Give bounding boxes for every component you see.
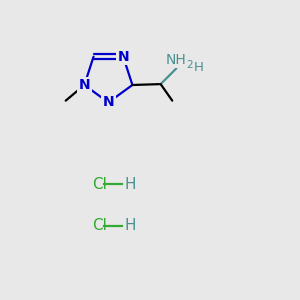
Text: N: N [117, 50, 129, 64]
Text: 2: 2 [186, 60, 193, 70]
Text: N: N [103, 95, 114, 110]
Text: Cl: Cl [92, 218, 107, 233]
Text: N: N [79, 78, 90, 92]
Text: H: H [125, 177, 136, 192]
Text: Cl: Cl [92, 177, 107, 192]
Text: H: H [194, 61, 203, 74]
Text: NH: NH [166, 53, 187, 67]
Text: H: H [125, 218, 136, 233]
